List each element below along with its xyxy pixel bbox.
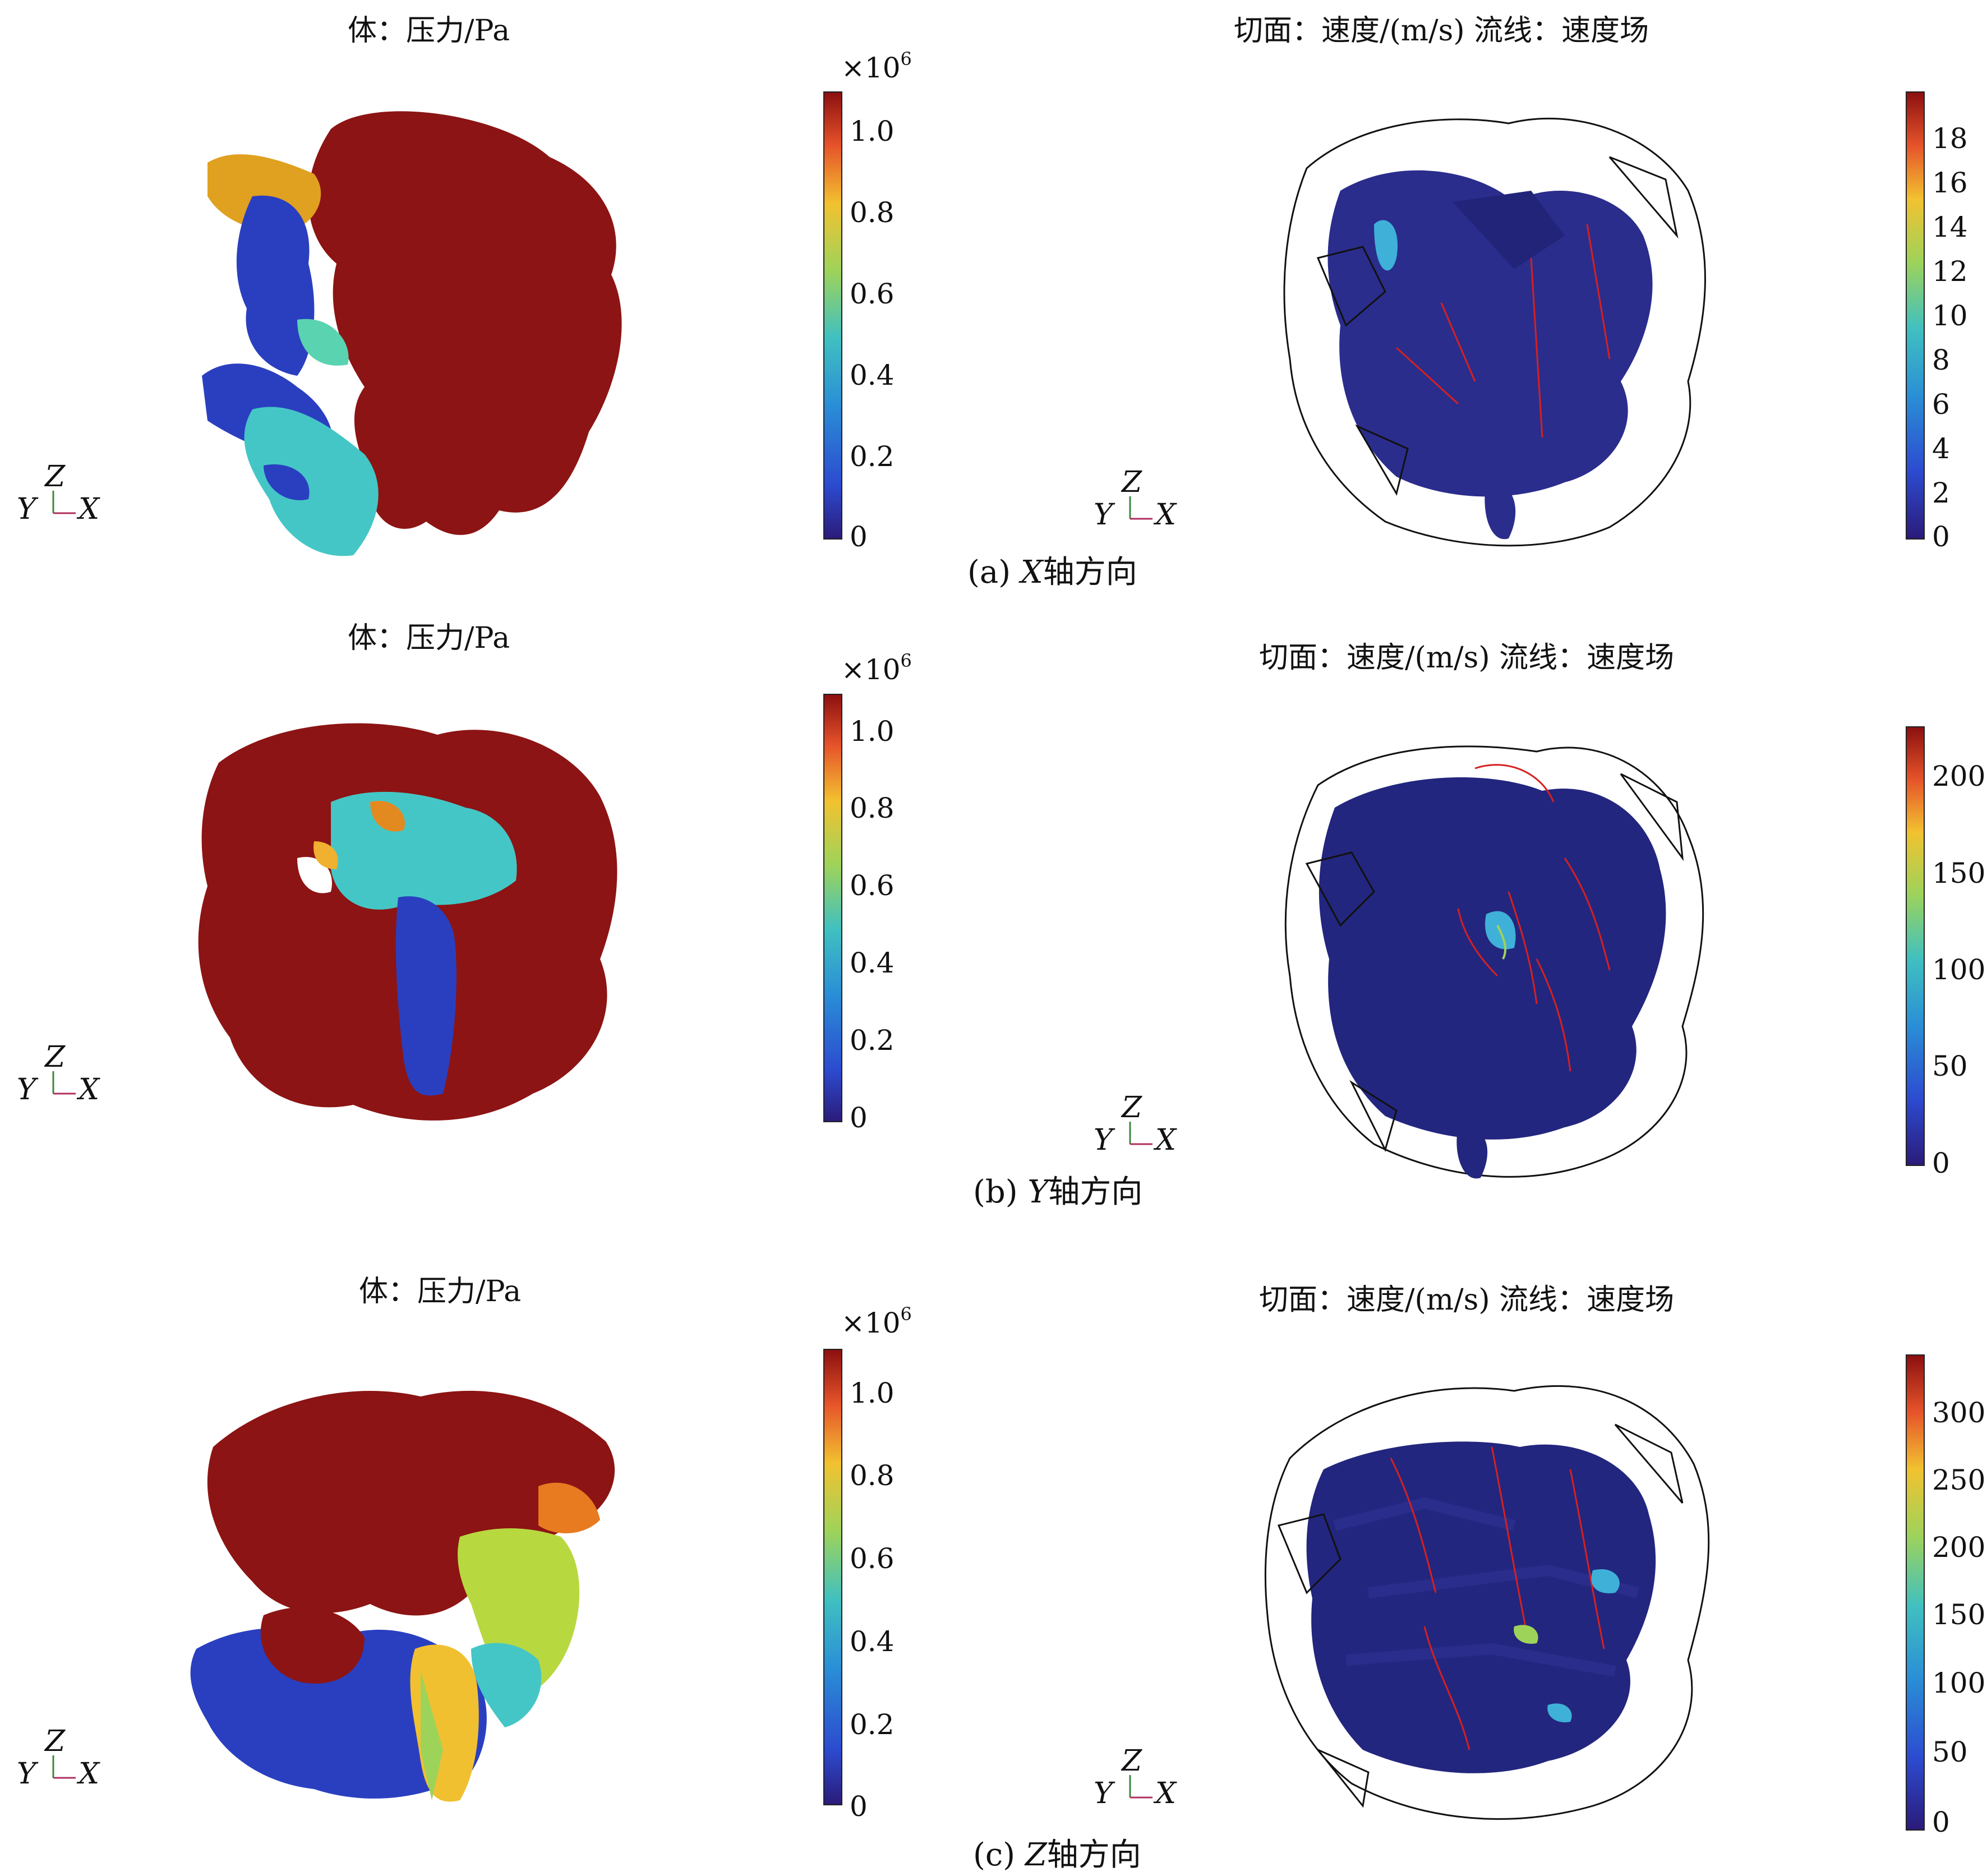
pressure-tick-a-0: 1.0 [850, 115, 895, 148]
velocity-tick-a-8: 2 [1932, 477, 1950, 509]
velocity-slice-plot-c [1256, 1357, 1727, 1828]
velocity-tick-a-3: 12 [1932, 255, 1968, 288]
axis-triad-c-right: Z Y X [1094, 1744, 1183, 1817]
axis-z-label: Z [1122, 1091, 1142, 1124]
velocity-tick-a-4: 10 [1932, 299, 1968, 332]
pressure-title-c: 体：压力/Pa [359, 1275, 522, 1308]
pressure-title-a: 体：压力/Pa [348, 14, 510, 48]
axis-x-label: X [1155, 498, 1177, 532]
axis-z-label: Z [45, 1725, 66, 1758]
velocity-tick-c-0: 300 [1932, 1396, 1986, 1429]
velocity-tick-c-3: 150 [1932, 1598, 1986, 1631]
pressure-tick-a-2: 0.6 [850, 278, 895, 310]
pressure-multiplier-c: ×106 [841, 1303, 912, 1339]
pressure-tick-b-0: 1.0 [850, 715, 895, 748]
pressure-multiplier-b: ×106 [841, 650, 912, 686]
axis-x-label: X [1155, 1123, 1177, 1157]
velocity-tick-b-1: 150 [1932, 857, 1986, 889]
axis-y-label: Y [1094, 1777, 1113, 1810]
pressure-tick-c-4: 0.2 [850, 1708, 895, 1741]
axis-triad-a: Z Y X [17, 460, 107, 533]
pressure-multiplier-a: ×106 [841, 48, 912, 84]
velocity-title-b: 切面：速度/(m/s) 流线：速度场 [1259, 641, 1675, 675]
velocity-colorbar-c [1906, 1354, 1925, 1831]
pressure-colorbar-b [823, 694, 842, 1122]
velocity-tick-c-4: 100 [1932, 1667, 1986, 1699]
pressure-colorbar-c [823, 1349, 842, 1805]
axis-triad-b-right: Z Y X [1094, 1091, 1183, 1164]
axis-x-label: X [79, 1073, 100, 1107]
pressure-tick-a-5: 0 [850, 520, 868, 553]
axis-y-label: Y [17, 492, 36, 526]
axis-y-label: Y [17, 1757, 36, 1791]
pressure-tick-b-5: 0 [850, 1101, 868, 1134]
axis-triad-b: Z Y X [17, 1040, 107, 1113]
axis-y-label: Y [1094, 1123, 1113, 1157]
velocity-tick-a-6: 6 [1932, 388, 1950, 421]
pressure-colorbar-a [823, 91, 842, 540]
caption-a: (a) X轴方向 [967, 554, 1137, 591]
velocity-tick-c-6: 0 [1932, 1806, 1950, 1838]
axis-y-label: Y [1094, 498, 1113, 532]
velocity-tick-b-0: 200 [1932, 760, 1986, 792]
pressure-title-b: 体：压力/Pa [348, 621, 510, 655]
pressure-tick-c-3: 0.4 [850, 1625, 895, 1658]
velocity-slice-plot-b [1273, 723, 1722, 1189]
pressure-tick-b-1: 0.8 [850, 792, 895, 824]
pressure-volume-plot-c [179, 1357, 639, 1812]
axis-z-label: Z [1122, 1744, 1142, 1778]
axis-x-label: X [79, 1757, 100, 1791]
pressure-tick-c-1: 0.8 [850, 1459, 895, 1492]
axis-z-label: Z [1122, 465, 1142, 499]
pressure-tick-b-3: 0.4 [850, 947, 895, 979]
velocity-tick-a-1: 16 [1932, 167, 1968, 199]
velocity-tick-a-0: 18 [1932, 122, 1968, 155]
velocity-tick-c-5: 50 [1932, 1736, 1968, 1768]
velocity-tick-c-2: 200 [1932, 1531, 1986, 1564]
velocity-tick-b-4: 0 [1932, 1147, 1950, 1179]
axis-z-label: Z [45, 1040, 66, 1074]
pressure-tick-b-2: 0.6 [850, 869, 895, 902]
velocity-tick-a-7: 4 [1932, 432, 1950, 465]
axis-x-label: X [1155, 1777, 1177, 1810]
velocity-title-c: 切面：速度/(m/s) 流线：速度场 [1259, 1283, 1675, 1317]
axis-triad-a-right: Z Y X [1094, 465, 1183, 538]
pressure-volume-plot-a [185, 95, 634, 561]
caption-b: (b) Y轴方向 [973, 1174, 1143, 1210]
pressure-tick-c-2: 0.6 [850, 1542, 895, 1575]
axis-y-label: Y [17, 1073, 36, 1107]
velocity-tick-b-3: 50 [1932, 1050, 1968, 1082]
velocity-tick-a-2: 14 [1932, 211, 1968, 243]
pressure-tick-a-1: 0.8 [850, 196, 895, 229]
pressure-tick-c-0: 1.0 [850, 1377, 895, 1409]
pressure-tick-c-5: 0 [850, 1790, 868, 1823]
axis-x-label: X [79, 492, 100, 526]
velocity-tick-a-5: 8 [1932, 344, 1950, 376]
pressure-tick-b-4: 0.2 [850, 1024, 895, 1057]
velocity-tick-c-1: 250 [1932, 1464, 1986, 1496]
velocity-slice-plot-a [1273, 90, 1722, 561]
velocity-colorbar-a [1906, 91, 1925, 540]
velocity-colorbar-b [1906, 726, 1925, 1166]
pressure-tick-a-3: 0.4 [850, 359, 895, 391]
velocity-title-a: 切面：速度/(m/s) 流线：速度场 [1234, 14, 1649, 48]
velocity-tick-b-2: 100 [1932, 953, 1986, 986]
axis-z-label: Z [45, 460, 66, 494]
pressure-tick-a-4: 0.2 [850, 440, 895, 473]
axis-triad-c: Z Y X [17, 1725, 107, 1797]
velocity-tick-a-9: 0 [1932, 520, 1950, 553]
pressure-volume-plot-b [185, 701, 634, 1138]
caption-c: (c) Z轴方向 [973, 1837, 1141, 1873]
